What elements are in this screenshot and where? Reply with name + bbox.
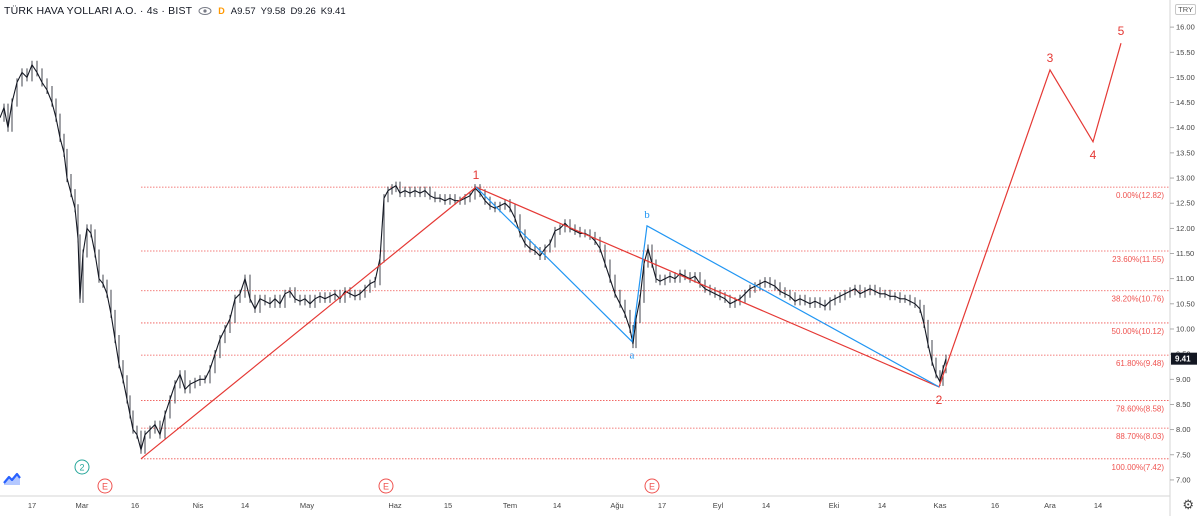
price-tick-label: 13.50 — [1176, 148, 1195, 157]
time-tick-label: Eki — [829, 501, 840, 510]
eye-icon[interactable] — [198, 6, 212, 16]
settings-gear-icon[interactable]: ⚙ — [1182, 497, 1194, 512]
wave-labels: 1 2 3 4 5 a b — [473, 24, 1125, 407]
price-tick-label: 15.00 — [1176, 73, 1195, 82]
last-price-badge — [1171, 352, 1197, 365]
time-tick-label: 15 — [444, 501, 452, 510]
split-event-marker[interactable]: 2 — [74, 459, 90, 475]
event-marker-circle — [378, 478, 394, 494]
fib-level-label: 50.00%(10.12) — [1112, 327, 1165, 336]
high-value: Y9.58 — [260, 5, 286, 17]
fib-level-label: 100.00%(7.42) — [1112, 463, 1165, 472]
event-markers: E E E 2 — [74, 459, 660, 494]
time-tick-label: Kas — [934, 501, 947, 510]
split-marker-circle — [74, 459, 90, 475]
price-tick-label: 12.50 — [1176, 199, 1195, 208]
time-tick-label: Ara — [1044, 501, 1057, 510]
price-tick-label: 11.50 — [1176, 249, 1194, 258]
wave-label-b: b — [644, 209, 650, 221]
wave-label-4: 4 — [1090, 148, 1097, 162]
price-tick-label: 10.00 — [1176, 324, 1195, 333]
event-marker-circle — [644, 478, 660, 494]
price-tick-label: 10.50 — [1176, 299, 1195, 308]
impulse-wave-line[interactable] — [140, 43, 1122, 460]
time-tick-label: Mar — [76, 501, 89, 510]
price-tick-label: 9.00 — [1176, 375, 1191, 384]
ohlc-values: A9.57 Y9.58 D9.26 K9.41 — [231, 6, 346, 17]
low-value: D9.26 — [290, 5, 316, 17]
time-tick-label: 14 — [762, 501, 770, 510]
fib-level-label: 78.60%(8.58) — [1116, 404, 1164, 413]
earnings-event-marker[interactable]: E — [97, 478, 113, 494]
time-tick-label: Nis — [193, 501, 204, 510]
event-marker-label: E — [102, 482, 108, 492]
price-axis[interactable]: 7.007.508.008.509.009.5010.0010.5011.001… — [1169, 0, 1197, 516]
price-series — [0, 60, 947, 454]
earnings-event-marker[interactable]: E — [378, 478, 394, 494]
tradingview-logo-icon[interactable] — [3, 472, 21, 486]
fib-level-label: 38.20%(10.76) — [1112, 295, 1165, 304]
wave-label-2: 2 — [936, 393, 943, 407]
price-tick-label: 16.00 — [1176, 23, 1195, 32]
interval-badge[interactable]: D — [218, 6, 225, 16]
fibonacci-retracement: 0.00%(12.82) 23.60%(11.55) 38.20%(10.76) 50… — [141, 186, 1170, 472]
earnings-event-marker[interactable]: E — [644, 478, 660, 494]
wave-label-5: 5 — [1118, 24, 1125, 38]
close-value: K9.41 — [320, 5, 346, 17]
fib-level-label: 88.70%(8.03) — [1116, 432, 1164, 441]
price-tick-label: 7.00 — [1176, 475, 1191, 484]
event-marker-label: E — [649, 482, 655, 492]
time-tick-label: 17 — [28, 501, 36, 510]
elliott-wave-drawings — [140, 43, 1122, 460]
corrective-wave-line[interactable] — [475, 186, 940, 388]
price-tick-label: 15.50 — [1176, 48, 1195, 57]
last-price-label: 9.41 — [1175, 355, 1191, 364]
time-tick-label: 17 — [658, 501, 666, 510]
time-tick-label: 14 — [553, 501, 561, 510]
time-tick-label: 14 — [241, 501, 249, 510]
time-tick-label: Eyl — [713, 501, 724, 510]
chart-header: TÜRK HAVA YOLLARI A.O. · 4s · BIST D A9.… — [4, 3, 346, 19]
price-tick-label: 7.50 — [1176, 450, 1191, 459]
price-tick-label: 14.00 — [1176, 123, 1195, 132]
time-tick-label: May — [300, 501, 314, 510]
price-tick-label: 13.00 — [1176, 174, 1195, 183]
price-tick-label: 14.50 — [1176, 98, 1195, 107]
event-marker-circle — [97, 478, 113, 494]
time-tick-label: 16 — [131, 501, 139, 510]
price-tick-label: 8.00 — [1176, 425, 1191, 434]
currency-badge[interactable]: TRY — [1175, 4, 1196, 15]
fib-level-label: 61.80%(9.48) — [1116, 359, 1164, 368]
time-tick-label: Ağu — [610, 501, 623, 510]
wave-label-3: 3 — [1047, 51, 1054, 65]
time-tick-label: Haz — [388, 501, 402, 510]
price-tick-label: 8.50 — [1176, 400, 1191, 409]
price-line — [0, 63, 947, 452]
wave-label-1: 1 — [473, 168, 480, 182]
time-tick-label: 16 — [991, 501, 999, 510]
time-tick-label: 14 — [1094, 501, 1102, 510]
split-marker-label: 2 — [79, 463, 84, 473]
price-tick-label: 12.00 — [1176, 224, 1195, 233]
time-tick-label: Tem — [503, 501, 517, 510]
symbol-title[interactable]: TÜRK HAVA YOLLARI A.O. · 4s · BIST — [4, 5, 193, 17]
time-tick-label: 14 — [878, 501, 886, 510]
fib-level-label: 0.00%(12.82) — [1116, 191, 1164, 200]
wave-label-a: a — [630, 350, 635, 362]
event-marker-label: E — [383, 482, 389, 492]
fib-level-label: 23.60%(11.55) — [1112, 255, 1164, 264]
price-tick-label: 11.00 — [1176, 274, 1194, 283]
open-value: A9.57 — [230, 5, 256, 17]
time-axis[interactable]: 17 Mar 16 Nis 14 May Haz 15 Tem 14 Ağu 17 Eyl 14 Eki 14… — [0, 495, 1170, 510]
